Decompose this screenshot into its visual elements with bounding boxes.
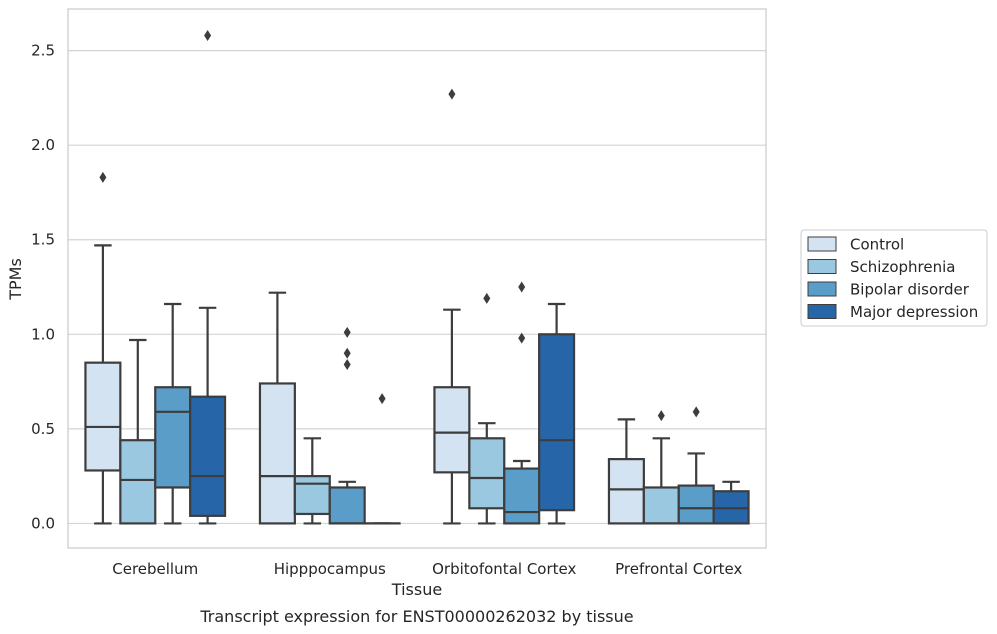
outlier-marker bbox=[518, 281, 526, 293]
outlier-marker bbox=[99, 171, 107, 183]
legend-label: Bipolar disorder bbox=[850, 281, 970, 299]
y-tick-label: 2.0 bbox=[31, 136, 55, 154]
outlier-marker bbox=[448, 88, 456, 100]
box-body bbox=[433, 386, 471, 474]
box-major-depression bbox=[189, 29, 227, 525]
x-tick-label: Cerebellum bbox=[112, 560, 198, 578]
box-control bbox=[258, 291, 296, 525]
box-body bbox=[503, 467, 541, 525]
y-tick-label: 1.0 bbox=[31, 325, 55, 343]
legend-swatch bbox=[807, 304, 837, 319]
legend-swatch bbox=[807, 281, 837, 297]
x-tick-labels: Cerebellum Hipppocampus Orbitofontal Corte… bbox=[112, 560, 742, 578]
outlier-marker bbox=[692, 406, 700, 418]
legend-swatch bbox=[807, 236, 837, 252]
box-schizophrenia bbox=[293, 437, 331, 525]
box-body bbox=[154, 386, 192, 489]
boxes bbox=[84, 29, 750, 525]
y-tick-label: 2.5 bbox=[31, 42, 55, 60]
box-body bbox=[642, 486, 680, 525]
outlier-marker bbox=[343, 326, 351, 338]
box-control bbox=[433, 88, 471, 525]
box-body bbox=[538, 333, 576, 512]
box-major-depression bbox=[712, 480, 750, 525]
legend-label: Major depression bbox=[850, 303, 978, 321]
outlier-marker bbox=[378, 393, 386, 405]
outlier-marker bbox=[483, 292, 491, 304]
x-tick-label: Prefrontal Cortex bbox=[615, 560, 742, 578]
box-body bbox=[293, 475, 331, 516]
box-body bbox=[258, 382, 296, 525]
y-tick-label: 0.0 bbox=[31, 514, 55, 532]
legend: Control Schizophrenia Bipolar disorder Majo… bbox=[800, 229, 988, 327]
box-bipolar-disorder bbox=[328, 326, 366, 525]
box-control bbox=[607, 418, 645, 525]
x-tick-label: Hipppocampus bbox=[274, 560, 386, 578]
box-bipolar-disorder bbox=[503, 281, 541, 525]
box-schizophrenia bbox=[119, 338, 157, 525]
outlier-marker bbox=[204, 29, 212, 41]
legend-label: Control bbox=[850, 236, 904, 254]
chart-caption: Transcript expression for ENST0000026203… bbox=[199, 607, 633, 626]
outlier-marker bbox=[343, 359, 351, 371]
box-body bbox=[119, 439, 157, 525]
x-axis-title: Tissue bbox=[391, 580, 442, 599]
box-schizophrenia bbox=[468, 292, 506, 525]
box-major-depression bbox=[363, 393, 401, 525]
box-bipolar-disorder bbox=[154, 302, 192, 525]
y-axis-title: TPMs bbox=[6, 258, 25, 301]
box-schizophrenia bbox=[642, 410, 680, 525]
plot-frame bbox=[67, 8, 767, 549]
box-body bbox=[328, 486, 366, 525]
box-body bbox=[607, 458, 645, 525]
legend-frame bbox=[800, 229, 988, 327]
outlier-marker bbox=[518, 332, 526, 344]
outlier-marker bbox=[343, 347, 351, 359]
box-major-depression bbox=[538, 302, 576, 525]
box-body bbox=[677, 484, 715, 525]
legend-swatch bbox=[807, 259, 837, 274]
legend-label: Schizophrenia bbox=[850, 258, 955, 276]
box-body bbox=[84, 361, 122, 472]
box-body bbox=[189, 395, 227, 517]
box-body bbox=[468, 437, 506, 510]
box-bipolar-disorder bbox=[677, 406, 715, 525]
y-tick-label: 0.5 bbox=[31, 420, 55, 438]
box-control bbox=[84, 171, 122, 525]
y-tick-labels: 0.0 0.5 1.0 1.5 2.0 2.5 bbox=[31, 42, 55, 533]
y-tick-label: 1.5 bbox=[31, 231, 55, 249]
outlier-marker bbox=[657, 410, 665, 422]
x-tick-label: Orbitofontal Cortex bbox=[432, 560, 576, 578]
